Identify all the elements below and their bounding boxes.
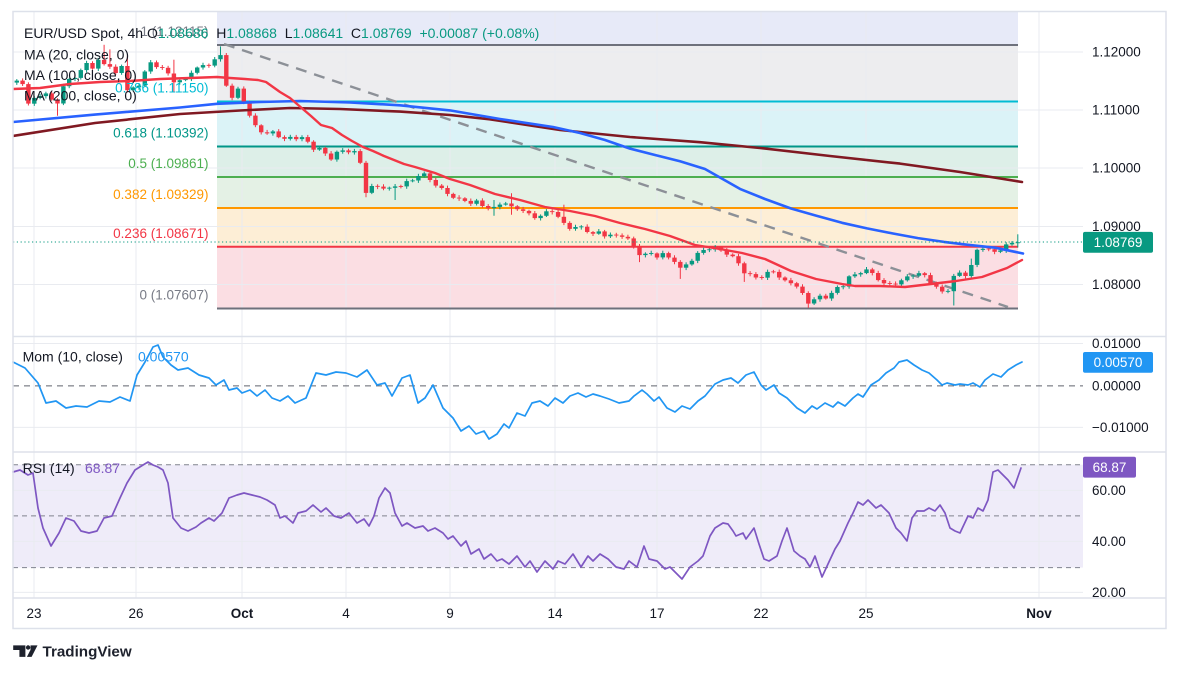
svg-text:MA (20, close, 0): MA (20, close, 0) xyxy=(24,47,129,63)
svg-text:0.00570: 0.00570 xyxy=(138,349,189,365)
svg-text:1.10000: 1.10000 xyxy=(1092,161,1141,176)
svg-text:40.00: 40.00 xyxy=(1092,534,1126,549)
svg-text:0.236 (1.08671): 0.236 (1.08671) xyxy=(113,226,208,241)
svg-text:RSI (14): RSI (14) xyxy=(23,460,75,476)
svg-text:1.12000: 1.12000 xyxy=(1092,45,1141,60)
svg-text:0.5 (1.09861): 0.5 (1.09861) xyxy=(128,156,208,171)
svg-text:1.08769: 1.08769 xyxy=(1094,235,1143,250)
svg-text:1 (1.12115): 1 (1.12115) xyxy=(140,24,208,39)
svg-text:Nov: Nov xyxy=(1026,606,1052,621)
svg-text:EUR/USD Spot, 4h O1.08686 H1.: EUR/USD Spot, 4h O1.08686 H1.08868 L1.08… xyxy=(24,25,539,41)
svg-text:68.87: 68.87 xyxy=(85,460,120,476)
svg-text:17: 17 xyxy=(649,606,664,621)
svg-text:1.08000: 1.08000 xyxy=(1092,277,1141,292)
svg-text:26: 26 xyxy=(128,606,143,621)
svg-text:0.00570: 0.00570 xyxy=(1094,355,1143,370)
svg-text:Oct: Oct xyxy=(231,606,254,621)
svg-text:0.01000: 0.01000 xyxy=(1092,336,1141,351)
svg-text:0.00000: 0.00000 xyxy=(1092,378,1141,393)
svg-text:23: 23 xyxy=(26,606,41,621)
svg-text:0 (1.07607): 0 (1.07607) xyxy=(139,288,208,303)
svg-text:9: 9 xyxy=(446,606,454,621)
svg-text:20.00: 20.00 xyxy=(1092,585,1126,600)
svg-text:1.11000: 1.11000 xyxy=(1092,103,1140,118)
svg-text:22: 22 xyxy=(753,606,768,621)
svg-text:TradingView: TradingView xyxy=(43,644,132,661)
svg-text:1.09000: 1.09000 xyxy=(1092,219,1141,234)
svg-text:25: 25 xyxy=(858,606,873,621)
svg-text:−0.01000: −0.01000 xyxy=(1092,420,1149,435)
svg-text:60.00: 60.00 xyxy=(1092,483,1126,498)
svg-text:MA (100, close, 0): MA (100, close, 0) xyxy=(24,67,137,83)
svg-text:0.786 (1.11150): 0.786 (1.11150) xyxy=(115,81,208,96)
svg-text:4: 4 xyxy=(342,606,350,621)
svg-text:0.382 (1.09329): 0.382 (1.09329) xyxy=(113,187,208,202)
svg-text:0.618 (1.10392): 0.618 (1.10392) xyxy=(113,126,208,141)
svg-text:Mom (10, close): Mom (10, close) xyxy=(23,349,123,365)
svg-text:14: 14 xyxy=(547,606,563,621)
svg-text:68.87: 68.87 xyxy=(1093,460,1127,475)
svg-text:MA (200, close, 0): MA (200, close, 0) xyxy=(24,88,137,104)
